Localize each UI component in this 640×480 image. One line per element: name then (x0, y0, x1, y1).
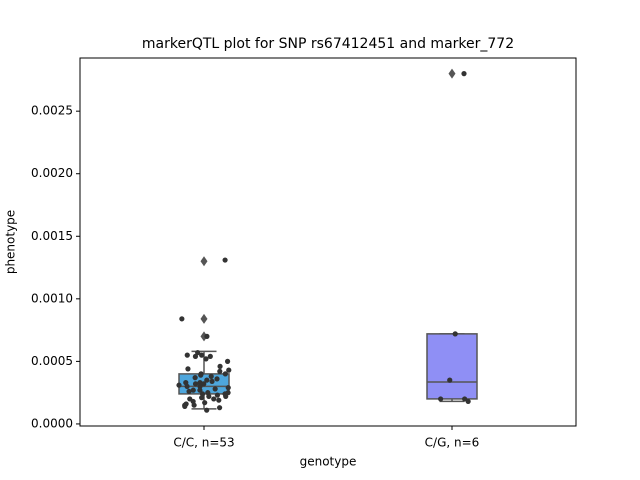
strip-point (201, 381, 207, 387)
x-axis-label: genotype (300, 455, 357, 469)
strip-point (192, 353, 199, 359)
y-axis-label: phenotype (4, 210, 18, 274)
y-tick-label: 0.0010 (31, 291, 73, 305)
strip-point (192, 375, 198, 381)
strip-point (204, 333, 210, 339)
strip-point (198, 372, 204, 378)
strip-point (190, 387, 196, 393)
strip-point (206, 393, 212, 400)
strip-point (197, 387, 203, 393)
outlier (448, 68, 456, 79)
strip-point (208, 373, 214, 379)
strip-point (207, 353, 213, 359)
strip-point (179, 316, 185, 322)
outlier (200, 331, 208, 342)
outlier (200, 256, 208, 267)
strip-point (438, 396, 444, 402)
chart-title: markerQTL plot for SNP rs67412451 and ma… (142, 36, 514, 52)
strip-point (211, 396, 217, 402)
strip-point (184, 383, 190, 390)
strip-point (461, 71, 467, 77)
strip-point (186, 388, 192, 395)
strip-point (224, 358, 231, 364)
strip-point (176, 382, 182, 388)
y-tick-label: 0.0000 (31, 416, 73, 430)
strip-point (214, 392, 221, 398)
strip-point (214, 376, 220, 382)
strip-point (212, 386, 218, 392)
strip-point (199, 395, 205, 401)
strip-point (217, 363, 223, 369)
strip-point (216, 397, 222, 403)
y-tick-label: 0.0025 (31, 104, 73, 118)
strip-point (204, 407, 210, 413)
strip-point (202, 400, 208, 406)
strip-point (182, 403, 188, 410)
strip-point (204, 377, 210, 383)
strip-point (447, 377, 453, 383)
strip-point (226, 367, 232, 373)
strip-point (225, 385, 231, 391)
strip-point (462, 396, 468, 402)
y-tick-label: 0.0020 (31, 166, 73, 180)
plot-frame (79, 57, 577, 427)
y-tick-label: 0.0005 (31, 354, 73, 368)
strip-point (223, 393, 229, 400)
box (426, 333, 478, 400)
strip-point (191, 402, 197, 408)
strip-point (216, 405, 223, 411)
x-tick-label: C/G, n=6 (425, 436, 480, 450)
strip-point (217, 368, 223, 374)
y-tick-label: 0.0015 (31, 229, 73, 243)
strip-point (195, 350, 201, 356)
strip-point (184, 352, 190, 358)
outlier (200, 313, 208, 324)
strip-point (192, 381, 199, 387)
x-tick-label: C/C, n=53 (173, 436, 234, 450)
strip-point (197, 383, 203, 390)
strip-point (222, 257, 228, 263)
strip-point (452, 331, 458, 337)
strip-point (199, 352, 205, 358)
strip-point (209, 378, 215, 384)
strip-point (222, 371, 228, 377)
strip-point (203, 356, 209, 362)
strip-point (185, 366, 191, 372)
